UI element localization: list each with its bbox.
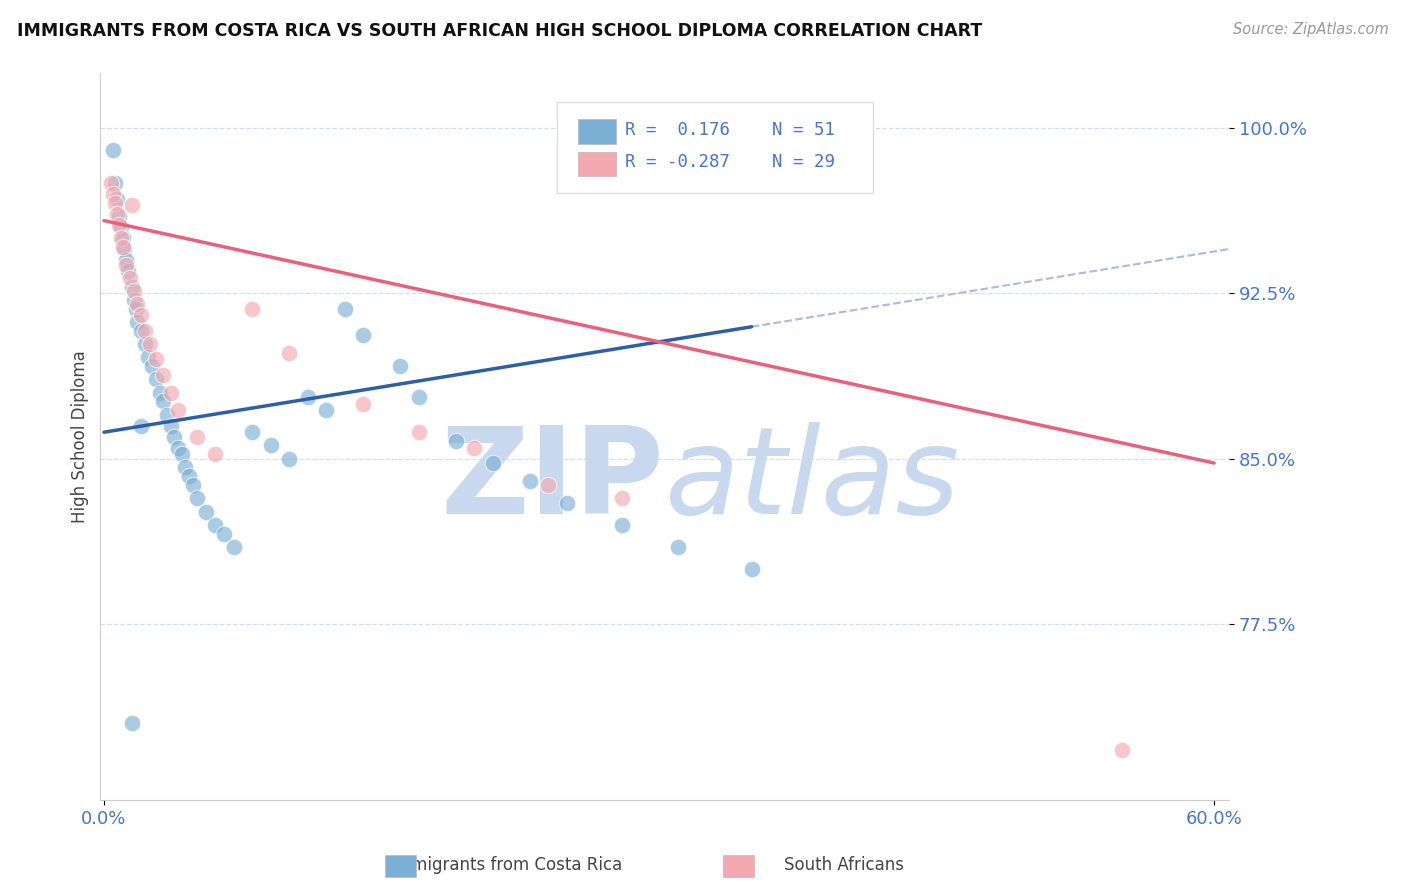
Point bbox=[138, 351, 160, 365]
Text: Source: ZipAtlas.com: Source: ZipAtlas.com bbox=[1233, 22, 1389, 37]
Point bbox=[100, 176, 122, 190]
Point bbox=[537, 478, 560, 492]
Point bbox=[555, 496, 578, 510]
Point bbox=[463, 441, 485, 455]
Point bbox=[259, 438, 281, 452]
Point bbox=[222, 540, 245, 554]
Point bbox=[104, 196, 127, 211]
Point bbox=[152, 368, 174, 382]
Point bbox=[115, 253, 138, 268]
Point bbox=[186, 491, 208, 506]
Point bbox=[121, 279, 143, 293]
Point bbox=[134, 337, 156, 351]
Point bbox=[240, 301, 263, 316]
Point bbox=[174, 460, 197, 475]
Point bbox=[134, 324, 156, 338]
FancyBboxPatch shape bbox=[578, 119, 616, 144]
Point bbox=[159, 418, 181, 433]
Point bbox=[408, 390, 430, 404]
Point bbox=[297, 390, 319, 404]
Point bbox=[181, 478, 204, 492]
Point bbox=[156, 408, 179, 422]
Point bbox=[519, 474, 541, 488]
Point bbox=[108, 218, 131, 232]
Point bbox=[170, 447, 193, 461]
Point bbox=[741, 562, 763, 576]
Point bbox=[163, 429, 186, 443]
Point bbox=[159, 385, 181, 400]
Point bbox=[352, 328, 374, 343]
Point bbox=[204, 517, 226, 532]
Point bbox=[108, 209, 131, 223]
FancyBboxPatch shape bbox=[557, 102, 873, 193]
Point bbox=[278, 346, 301, 360]
Point bbox=[127, 315, 149, 329]
Point bbox=[121, 716, 143, 731]
Point bbox=[105, 192, 128, 206]
Point bbox=[110, 220, 132, 235]
Point bbox=[103, 187, 125, 202]
Point bbox=[104, 176, 127, 190]
Point bbox=[105, 207, 128, 221]
Point bbox=[127, 297, 149, 311]
Point bbox=[389, 359, 412, 373]
Point bbox=[610, 517, 633, 532]
FancyBboxPatch shape bbox=[578, 152, 616, 177]
Point bbox=[352, 396, 374, 410]
Point bbox=[145, 352, 167, 367]
Text: South Africans: South Africans bbox=[783, 856, 904, 874]
Point bbox=[111, 240, 134, 254]
Point bbox=[124, 301, 146, 316]
Point bbox=[186, 429, 208, 443]
Point bbox=[444, 434, 467, 448]
Text: ZIP: ZIP bbox=[441, 422, 665, 539]
Point bbox=[204, 447, 226, 461]
Point bbox=[122, 293, 145, 307]
Point bbox=[129, 418, 152, 433]
Text: Immigrants from Costa Rica: Immigrants from Costa Rica bbox=[389, 856, 623, 874]
Point bbox=[179, 469, 201, 483]
Point bbox=[214, 526, 236, 541]
Point bbox=[129, 324, 152, 338]
Y-axis label: High School Diploma: High School Diploma bbox=[72, 351, 89, 523]
Point bbox=[117, 264, 139, 278]
Point bbox=[666, 540, 689, 554]
Point bbox=[194, 504, 217, 518]
Point bbox=[240, 425, 263, 440]
Point bbox=[148, 385, 170, 400]
Point bbox=[408, 425, 430, 440]
Point bbox=[111, 231, 134, 245]
Point bbox=[145, 372, 167, 386]
Point bbox=[315, 403, 337, 417]
Point bbox=[1111, 742, 1133, 756]
Point bbox=[278, 451, 301, 466]
Point bbox=[115, 258, 138, 272]
Point bbox=[121, 198, 143, 212]
Point bbox=[110, 231, 132, 245]
Point bbox=[333, 301, 356, 316]
Point bbox=[167, 441, 190, 455]
Point bbox=[610, 491, 633, 506]
Text: IMMIGRANTS FROM COSTA RICA VS SOUTH AFRICAN HIGH SCHOOL DIPLOMA CORRELATION CHAR: IMMIGRANTS FROM COSTA RICA VS SOUTH AFRI… bbox=[17, 22, 983, 40]
Point bbox=[112, 242, 135, 256]
Point bbox=[152, 394, 174, 409]
Point bbox=[141, 359, 163, 373]
Point bbox=[122, 284, 145, 298]
Point bbox=[167, 403, 190, 417]
Text: R = -0.287    N = 29: R = -0.287 N = 29 bbox=[626, 153, 835, 171]
Point bbox=[118, 271, 141, 285]
Point bbox=[129, 309, 152, 323]
Point bbox=[103, 143, 125, 157]
Point bbox=[481, 456, 503, 470]
Text: R =  0.176    N = 51: R = 0.176 N = 51 bbox=[626, 120, 835, 138]
Point bbox=[139, 337, 162, 351]
Text: atlas: atlas bbox=[665, 422, 960, 539]
